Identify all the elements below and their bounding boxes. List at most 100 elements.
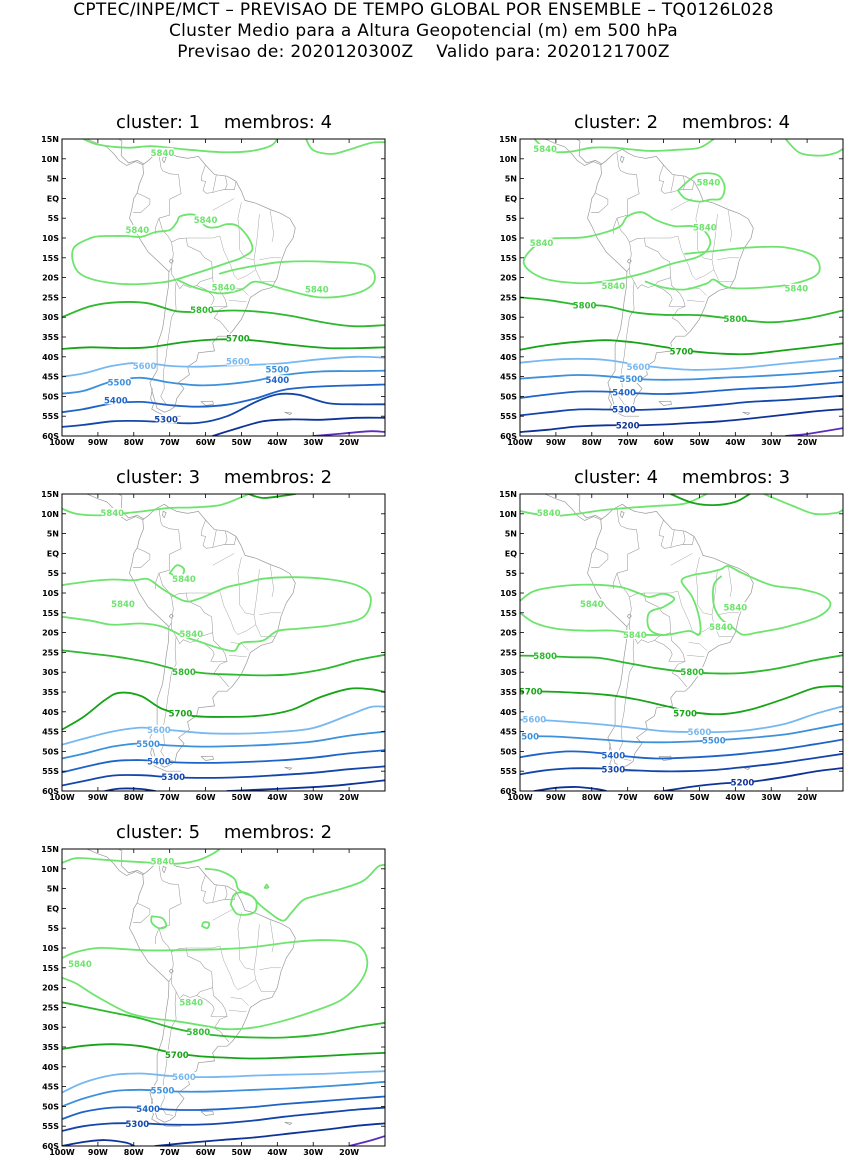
lat-label: 20S	[42, 274, 59, 283]
country-border	[626, 622, 630, 627]
central-america-coastline	[543, 139, 601, 166]
lat-label: 45S	[500, 373, 517, 382]
contour-label-bg	[137, 1103, 160, 1113]
borders	[133, 507, 281, 761]
contour-label: 5800	[573, 302, 597, 312]
contour-5840	[520, 565, 832, 636]
lat-label: 25S	[500, 293, 517, 302]
membros-count: 2	[320, 467, 333, 488]
cluster-number: 1	[188, 112, 201, 133]
contour-5300	[62, 392, 385, 428]
lat-label: 25S	[500, 648, 517, 657]
contour-label: 5840	[623, 631, 647, 641]
contour-label-bg	[534, 650, 557, 660]
lat-label: 45S	[42, 728, 59, 737]
state-border	[644, 235, 678, 239]
lat-label: 30S	[42, 1023, 59, 1032]
map-frame	[61, 138, 386, 437]
lat-label: EQ	[47, 549, 59, 558]
contour-5400	[520, 381, 843, 399]
lon-label: 70W	[160, 793, 180, 802]
state-border	[253, 214, 262, 282]
lat-label: 25S	[42, 293, 59, 302]
membros-label: membros:	[223, 822, 315, 843]
lat-label: 5N	[47, 175, 59, 184]
country-border	[591, 548, 609, 568]
contour-5840	[263, 883, 270, 889]
header-line-1: CPTEC/INPE/MCT – PREVISAO DE TEMPO GLOBA…	[73, 0, 774, 20]
lon-label: 70W	[160, 438, 180, 447]
map-frame	[61, 848, 386, 1147]
contour-label: 5840	[537, 509, 561, 519]
contour-label: 5800	[680, 668, 704, 678]
lon-label: 40W	[267, 438, 287, 447]
contour-5800	[520, 654, 843, 675]
lon-label: 50W	[231, 438, 251, 447]
country-border	[133, 903, 151, 923]
contour-label-bg	[681, 667, 704, 677]
state-border	[219, 590, 239, 635]
island	[742, 411, 751, 416]
lon-label: 20W	[339, 1148, 359, 1157]
lon-label: 60W	[196, 793, 216, 802]
archipelago	[150, 743, 182, 772]
state-border	[230, 997, 249, 1006]
lon-label: 20W	[339, 438, 359, 447]
lat-label: 10S	[500, 589, 517, 598]
contour-label-bg	[305, 284, 328, 294]
lat-label: 55S	[42, 1122, 59, 1131]
lon-label: 90W	[546, 793, 566, 802]
contour-label-bg	[104, 395, 127, 405]
panel-title-3: cluster: 3 membros: 2	[74, 467, 374, 488]
central-america-coastline	[117, 139, 144, 165]
archipelago	[608, 388, 640, 417]
state-border	[727, 565, 732, 598]
state-border	[237, 557, 255, 616]
country-border	[168, 267, 172, 272]
country-border	[160, 281, 177, 406]
country-border	[213, 995, 230, 1043]
contour-5100	[784, 427, 843, 436]
contour-label: 5300	[601, 766, 625, 776]
contour-5100	[312, 430, 385, 436]
lon-label: 30W	[761, 793, 781, 802]
contour-label-bg	[226, 333, 249, 343]
contour-label: 5500	[619, 375, 643, 385]
island	[200, 1110, 214, 1116]
lat-label: 55S	[500, 412, 517, 421]
axis-ticks: 15N10N5NEQ5S10S15S20S25S30S35S40S45S50S5…	[41, 845, 385, 1157]
country-border	[171, 596, 213, 645]
state-border	[686, 654, 705, 657]
state-border	[717, 612, 739, 616]
contour-label-bg	[616, 420, 639, 430]
contour-label: 5840	[179, 630, 203, 640]
contour-5800	[62, 649, 385, 677]
membros-count: 4	[320, 112, 333, 133]
country-border	[613, 218, 618, 234]
lon-label: 20W	[339, 793, 359, 802]
state-border	[688, 642, 707, 651]
country-border	[158, 928, 214, 996]
contour-labels: 5840 5840 5840 5800 5700 5600 5500 5400 5300	[68, 856, 210, 1130]
contour-label: 5300	[161, 773, 185, 783]
contour-label: 5840	[709, 623, 733, 633]
contour-label: 5840	[601, 282, 625, 292]
island	[200, 400, 214, 406]
central-america-coastline	[85, 494, 143, 521]
lat-label: 5N	[505, 530, 517, 539]
state-border	[237, 979, 256, 990]
contour-5300	[520, 394, 843, 417]
contour-5700	[669, 494, 751, 507]
contour-label-bg	[537, 508, 560, 518]
contour-label: 5840	[785, 285, 809, 295]
coastlines	[85, 139, 296, 417]
contour-label-bg	[670, 346, 693, 356]
lat-label: 15S	[42, 609, 59, 618]
lat-label: 55S	[500, 767, 517, 776]
lat-label: 10N	[499, 155, 517, 164]
contour-label: 5840	[530, 239, 554, 249]
map-panel-cluster-5: 5840 5840 5840 5800 5700 5600 5500 5400 5300 15N 1…	[41, 845, 386, 1157]
contour-label-bg	[580, 599, 603, 609]
contour-label-bg	[173, 574, 196, 584]
contour-5200	[211, 416, 385, 436]
